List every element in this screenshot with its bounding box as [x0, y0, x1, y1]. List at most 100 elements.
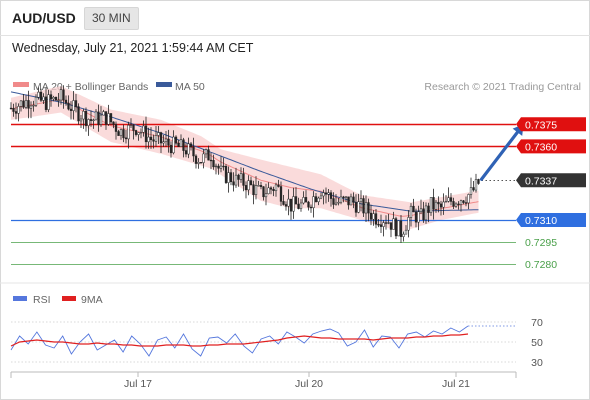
- candle-body: [154, 135, 158, 142]
- bollinger-legend-swatch: [13, 82, 29, 87]
- candle-body: [122, 129, 125, 139]
- candle-body: [27, 100, 30, 109]
- candle-body: [47, 94, 50, 110]
- level-label: 0.7310: [525, 215, 557, 227]
- candle-body: [279, 186, 283, 202]
- candle-body: [444, 201, 448, 203]
- level-label: 0.7280: [525, 259, 557, 271]
- candle-body: [317, 197, 320, 203]
- ma50-path: [10, 91, 479, 212]
- candle-body: [114, 124, 118, 132]
- candle-body: [174, 136, 178, 144]
- candle-body: [197, 162, 200, 164]
- candle-body: [164, 138, 168, 142]
- candle-body: [302, 197, 305, 204]
- candle-body: [147, 136, 150, 143]
- level-label: 0.7375: [525, 119, 557, 131]
- candle-body: [62, 89, 65, 101]
- candle-body: [117, 131, 120, 136]
- candle-body: [172, 136, 175, 154]
- candle-body: [292, 196, 295, 212]
- x-tick-label: Jul 17: [124, 378, 152, 390]
- chart-header: AUD/USD 30 MIN: [0, 0, 590, 36]
- level-label-box: [516, 213, 586, 228]
- candle-body: [379, 224, 383, 227]
- candle-body: [394, 218, 398, 237]
- candle-body: [454, 203, 458, 207]
- candle-body: [64, 99, 68, 104]
- candle-body: [422, 208, 425, 221]
- candle-body: [124, 137, 128, 140]
- candle-body: [244, 185, 248, 191]
- candle-body: [9, 107, 13, 110]
- candle-body: [462, 200, 465, 203]
- candle-body: [409, 205, 413, 218]
- candle-body: [274, 184, 278, 192]
- candle-body: [182, 139, 185, 151]
- candle-body: [192, 146, 195, 157]
- candle-body: [102, 111, 105, 116]
- x-axis-ticks: Jul 17 Jul 20 Jul 21: [124, 372, 470, 390]
- candle-body: [397, 220, 400, 237]
- candle-body: [24, 100, 28, 108]
- candle-body: [232, 181, 235, 186]
- forecast-arrow: [479, 124, 524, 181]
- candle-body: [222, 165, 225, 168]
- candle-body: [337, 201, 340, 204]
- candle-body: [107, 113, 110, 125]
- candle-body: [137, 132, 140, 135]
- candle-body: [162, 141, 165, 144]
- candle-body: [132, 124, 135, 131]
- candle-body: [59, 89, 63, 101]
- candle-body: [202, 153, 205, 163]
- candle-body: [229, 172, 233, 183]
- candle-body: [467, 194, 470, 204]
- candle-body: [329, 192, 333, 199]
- candle-body: [452, 201, 455, 207]
- candle-body: [94, 111, 98, 121]
- candle-body: [17, 106, 20, 114]
- candle-body: [89, 119, 93, 121]
- candle-body: [252, 184, 255, 195]
- candle-body: [419, 208, 423, 213]
- candle-body: [339, 196, 343, 203]
- candle-body: [212, 160, 215, 168]
- level-label: 0.7360: [525, 141, 557, 153]
- candle-body: [354, 202, 358, 213]
- candle-body: [327, 192, 330, 195]
- x-tick-label: Jul 21: [442, 378, 470, 390]
- candle-body: [304, 197, 308, 203]
- candle-body: [39, 91, 43, 101]
- candle-body: [12, 108, 15, 112]
- candle-body: [92, 119, 95, 121]
- candle-body: [257, 185, 260, 187]
- level-label: 0.7295: [525, 237, 557, 249]
- candle-body: [277, 184, 280, 187]
- candle-body: [134, 130, 138, 135]
- candle-body: [387, 222, 390, 224]
- candle-body: [282, 201, 285, 205]
- candle-body: [142, 125, 145, 133]
- candle-body: [179, 139, 183, 147]
- candle-body: [234, 174, 238, 186]
- candle-body: [99, 114, 103, 125]
- candle-body: [187, 143, 190, 155]
- candle-body: [247, 180, 250, 191]
- candle-body: [249, 180, 253, 185]
- candle-body: [129, 124, 133, 126]
- candle-body: [139, 131, 143, 134]
- candle-body: [194, 155, 198, 164]
- candle-body: [217, 165, 220, 169]
- candle-body: [199, 162, 203, 164]
- timeframe-button[interactable]: 30 MIN: [84, 7, 139, 30]
- candle-body: [69, 108, 73, 111]
- candle-body: [377, 224, 380, 226]
- candle-body: [119, 129, 123, 136]
- candle-body: [267, 187, 270, 195]
- candlesticks: [9, 85, 480, 243]
- candle-body: [459, 200, 463, 205]
- candle-body: [372, 213, 375, 220]
- candle-body: [204, 149, 208, 155]
- forecast-arrow-shaft: [479, 130, 520, 181]
- candle-body: [127, 124, 130, 140]
